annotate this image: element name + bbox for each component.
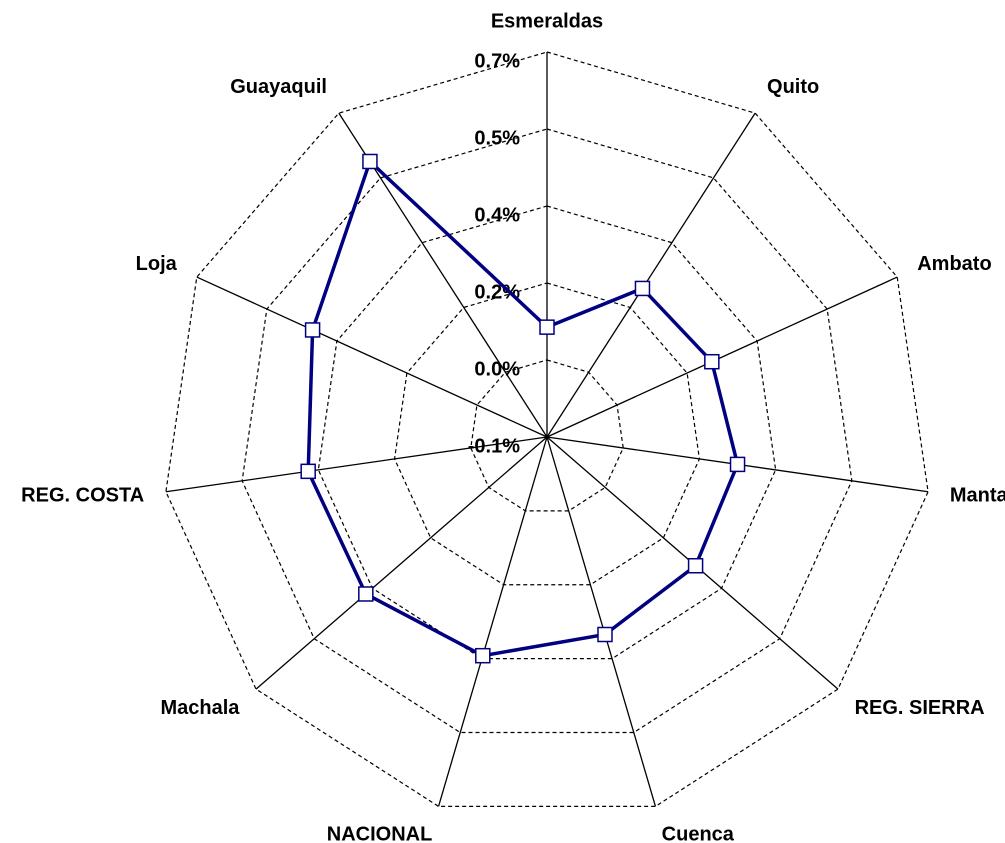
marker: [300, 463, 316, 480]
y-tick-label: 0.0%: [474, 358, 520, 380]
spoke: [196, 276, 548, 438]
category-label: Esmeraldas: [491, 10, 603, 32]
spoke: [437, 436, 548, 807]
marker: [539, 319, 555, 335]
grid-ring: [241, 128, 853, 734]
spoke: [255, 436, 548, 690]
category-label: Cuenca: [662, 823, 735, 843]
category-label: NACIONAL: [327, 823, 433, 843]
marker: [358, 586, 374, 602]
y-tick-label: 0.2%: [474, 281, 520, 303]
y-tick-label: 0.5%: [474, 127, 520, 149]
marker: [704, 353, 720, 370]
y-tick-label: 0.4%: [474, 204, 520, 226]
grid-ring: [393, 282, 701, 586]
marker: [362, 153, 378, 170]
category-label: Machala: [160, 697, 240, 719]
marker: [729, 456, 746, 473]
spoke: [546, 112, 756, 438]
marker: [634, 280, 651, 297]
grid-ring: [165, 51, 929, 808]
series-line: [306, 158, 740, 658]
category-label: REG. SIERRA: [855, 697, 985, 719]
y-tick-label: 0.7%: [474, 50, 520, 72]
category-label: Loja: [136, 253, 178, 275]
spoke: [165, 436, 548, 493]
category-label: Manta: [950, 484, 1005, 506]
marker: [475, 647, 491, 664]
marker: [597, 626, 613, 643]
marker: [687, 558, 704, 574]
category-label: Ambato: [917, 253, 991, 275]
grid-ring: [317, 205, 777, 660]
y-tick-label: -0.1%: [468, 435, 520, 457]
spoke: [546, 276, 898, 438]
category-label: Guayaquil: [230, 76, 327, 98]
spoke: [546, 436, 657, 807]
grid-ring: [470, 359, 624, 512]
category-label: REG. COSTA: [21, 484, 144, 506]
marker: [304, 322, 321, 338]
category-label: Quito: [767, 76, 819, 98]
